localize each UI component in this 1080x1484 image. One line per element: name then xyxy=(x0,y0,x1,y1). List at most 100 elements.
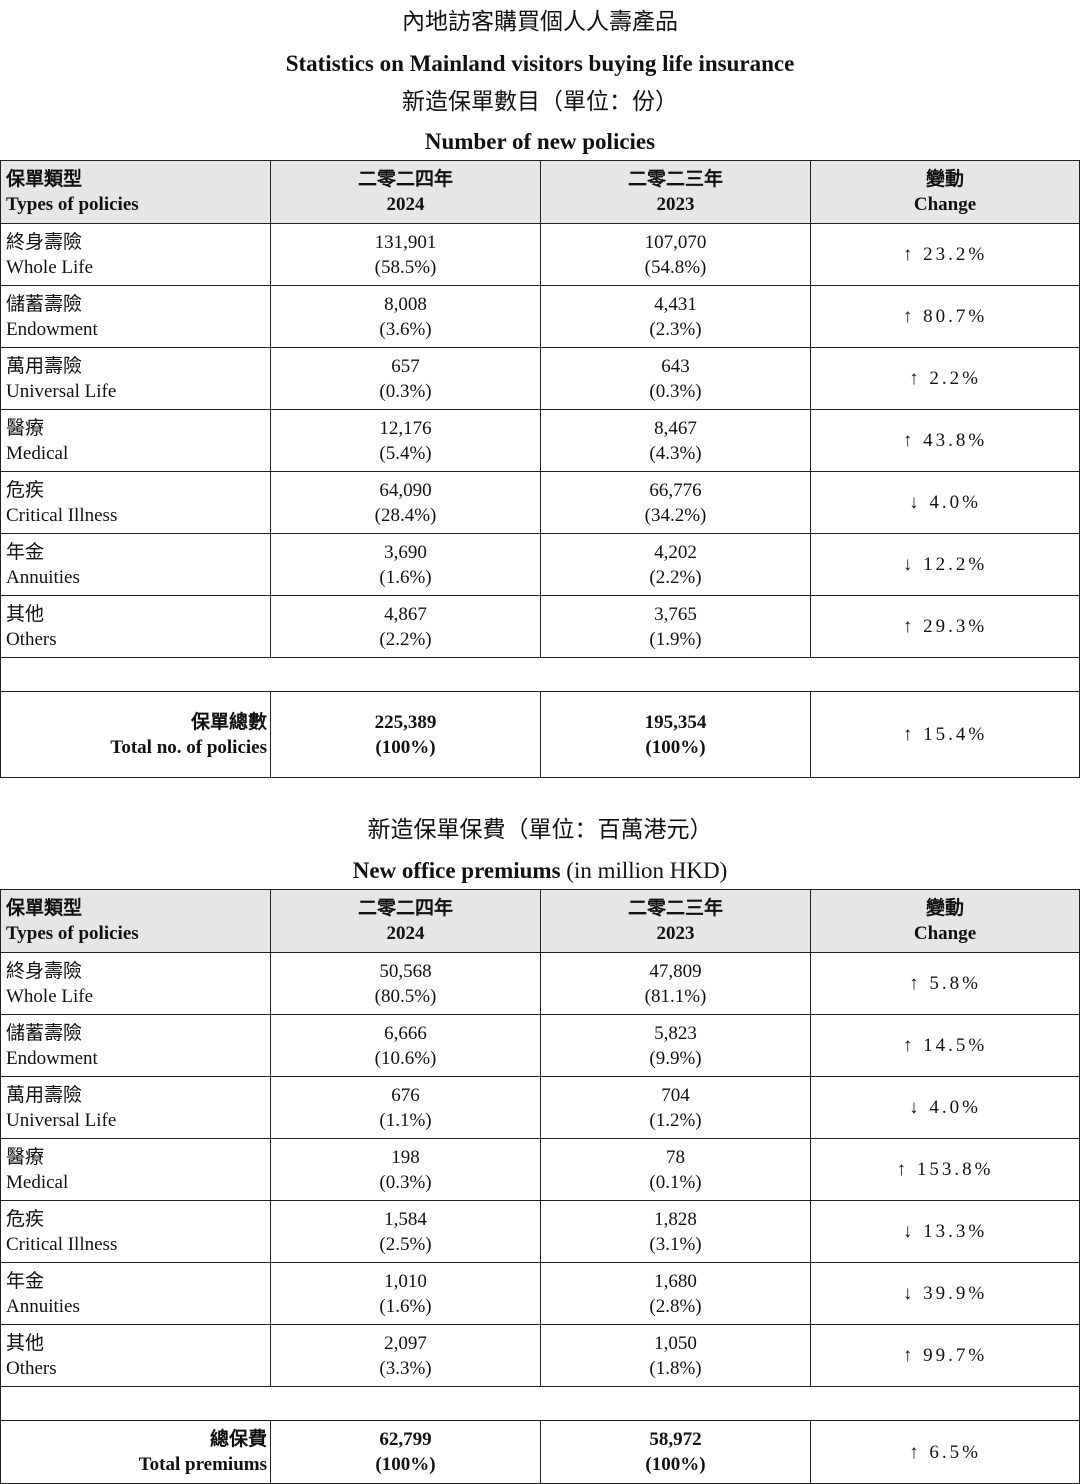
change: ↓ 12.2% xyxy=(902,554,988,575)
share: (1.6%) xyxy=(379,566,432,588)
type-zh: 總保費 xyxy=(209,1429,267,1450)
change: ↑ 99.7% xyxy=(902,1345,988,1366)
header-cell: 二零二四年 2024 xyxy=(270,889,541,953)
type-en: Endowment xyxy=(6,318,98,340)
header-en: 2023 xyxy=(656,923,695,944)
change-cell: ↓ 4.0% xyxy=(810,471,1080,534)
header-cell: 保單類型 Types of policies xyxy=(0,889,271,953)
header-en: Change xyxy=(913,923,977,944)
change: ↓ 39.9% xyxy=(902,1283,988,1304)
value-cell: 198 (0.3%) xyxy=(270,1138,541,1201)
type-cell: 醫療 Medical xyxy=(0,1138,271,1201)
value-cell: 1,828 (3.1%) xyxy=(540,1200,811,1263)
value: 225,389 xyxy=(374,711,437,733)
value-cell: 704 (1.2%) xyxy=(540,1076,811,1139)
type-zh: 其他 xyxy=(6,1332,45,1354)
header-cell: 二零二四年 2024 xyxy=(270,160,541,224)
type-zh: 年金 xyxy=(6,541,45,563)
type-cell: 年金 Annuities xyxy=(0,533,271,596)
header-zh: 二零二四年 xyxy=(357,898,453,919)
type-cell: 年金 Annuities xyxy=(0,1262,271,1325)
share: (1.6%) xyxy=(379,1295,432,1317)
value: 5,823 xyxy=(654,1022,697,1044)
header-zh: 保單類型 xyxy=(6,169,83,190)
subtitle-zh: 新造保單保費（單位：百萬港元） xyxy=(367,817,713,842)
subtitle-en: New office premiums (in million HKD) xyxy=(0,857,1080,885)
change: ↑ 43.8% xyxy=(902,430,988,451)
change-cell: ↑ 14.5% xyxy=(810,1014,1080,1077)
share: (1.8%) xyxy=(649,1357,702,1379)
title-en: Statistics on Mainland visitors buying l… xyxy=(285,51,795,76)
value: 704 xyxy=(661,1084,690,1106)
change-cell: ↑ 153.8% xyxy=(810,1138,1080,1201)
share: (2.2%) xyxy=(649,566,702,588)
value-cell: 4,202 (2.2%) xyxy=(540,533,811,596)
share: (2.5%) xyxy=(379,1233,432,1255)
header-en: Types of policies xyxy=(6,923,139,944)
header-cell: 保單類型 Types of policies xyxy=(0,160,271,224)
value: 58,972 xyxy=(649,1429,702,1450)
type-cell: 醫療 Medical xyxy=(0,409,271,472)
header-zh: 保單類型 xyxy=(6,898,83,919)
type-en: Endowment xyxy=(6,1047,98,1069)
share: (9.9%) xyxy=(649,1047,702,1069)
value-cell: 1,584 (2.5%) xyxy=(270,1200,541,1263)
value: 6,666 xyxy=(384,1022,427,1044)
subtitle-en-main: New office premiums xyxy=(352,858,561,883)
type-zh: 年金 xyxy=(6,1270,45,1292)
share: (58.5%) xyxy=(374,256,437,278)
type-en: Whole Life xyxy=(6,256,94,278)
value-cell: 62,799 (100%) xyxy=(270,1420,541,1484)
change: ↓ 4.0% xyxy=(909,492,981,513)
change-cell: ↑ 23.2% xyxy=(810,223,1080,286)
change-cell: ↑ 15.4% xyxy=(810,691,1080,778)
type-en: Universal Life xyxy=(6,380,117,402)
value: 78 xyxy=(666,1146,685,1168)
share: (5.4%) xyxy=(379,442,432,464)
value-cell: 3,765 (1.9%) xyxy=(540,595,811,658)
value-cell: 225,389 (100%) xyxy=(270,691,541,778)
type-en: Medical xyxy=(6,1171,69,1193)
type-en: Others xyxy=(6,628,57,650)
share: (100%) xyxy=(375,1454,436,1475)
share: (0.3%) xyxy=(379,1171,432,1193)
value-cell: 8,008 (3.6%) xyxy=(270,285,541,348)
subtitle-en-unit: (in million HKD) xyxy=(566,858,728,883)
title-zh: 內地訪客購買個人人壽產品 xyxy=(402,9,678,34)
type-cell: 萬用壽險 Universal Life xyxy=(0,347,271,410)
value-cell: 676 (1.1%) xyxy=(270,1076,541,1139)
type-zh: 危疾 xyxy=(6,479,45,501)
header-en: 2024 xyxy=(386,923,425,944)
share: (2.3%) xyxy=(649,318,702,340)
type-zh: 儲蓄壽險 xyxy=(6,293,83,315)
value: 643 xyxy=(661,355,690,377)
type-zh: 醫療 xyxy=(6,1146,45,1168)
value-cell: 3,690 (1.6%) xyxy=(270,533,541,596)
type-cell: 儲蓄壽險 Endowment xyxy=(0,285,271,348)
type-en: Annuities xyxy=(6,1295,80,1317)
change-cell: ↑ 43.8% xyxy=(810,409,1080,472)
share: (10.6%) xyxy=(374,1047,437,1069)
value-cell: 47,809 (81.1%) xyxy=(540,952,811,1015)
change-cell: ↓ 12.2% xyxy=(810,533,1080,596)
type-cell: 終身壽險 Whole Life xyxy=(0,223,271,286)
type-zh: 儲蓄壽險 xyxy=(6,1022,83,1044)
share: (0.3%) xyxy=(649,380,702,402)
change: ↑ 23.2% xyxy=(902,244,988,265)
value: 2,097 xyxy=(384,1332,427,1354)
value-cell: 643 (0.3%) xyxy=(540,347,811,410)
value: 195,354 xyxy=(644,711,707,733)
value-cell: 107,070 (54.8%) xyxy=(540,223,811,286)
value: 3,765 xyxy=(654,603,697,625)
value-cell: 4,867 (2.2%) xyxy=(270,595,541,658)
type-en: Critical Illness xyxy=(6,504,118,526)
value-cell: 1,050 (1.8%) xyxy=(540,1324,811,1387)
empty-row xyxy=(0,1386,1080,1421)
share: (3.3%) xyxy=(379,1357,432,1379)
change: ↑ 153.8% xyxy=(896,1159,994,1180)
change-cell: ↑ 2.2% xyxy=(810,347,1080,410)
value-cell: 657 (0.3%) xyxy=(270,347,541,410)
subtitle-en-main: Number of new policies xyxy=(424,129,656,154)
change-cell: ↑ 80.7% xyxy=(810,285,1080,348)
header-cell: 二零二三年 2023 xyxy=(540,889,811,953)
